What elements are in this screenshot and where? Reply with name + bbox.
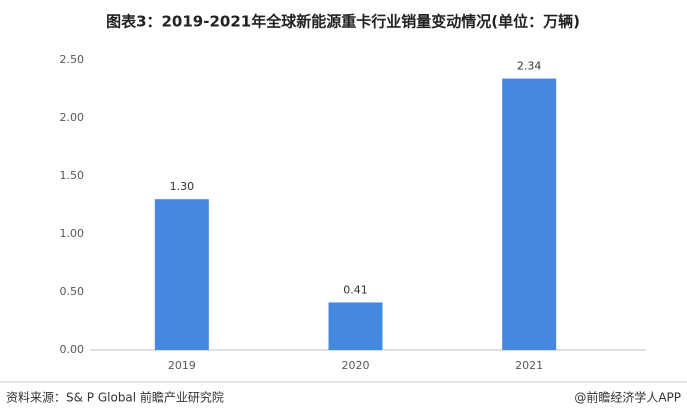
bar	[154, 199, 209, 350]
y-tick-label: 0.50	[60, 285, 85, 298]
y-tick-label: 1.00	[60, 227, 85, 240]
bar	[502, 78, 557, 350]
credit: @前瞻经济学人APP	[574, 390, 681, 405]
y-tick-label: 2.00	[60, 111, 85, 124]
bar	[328, 302, 383, 350]
data-label: 0.41	[343, 283, 368, 296]
data-label: 1.30	[170, 180, 195, 193]
data-label: 2.34	[517, 60, 542, 73]
x-tick-label: 2020	[342, 359, 370, 372]
y-tick-label: 2.50	[60, 53, 85, 66]
y-tick-label: 0.00	[60, 343, 85, 356]
source: 资料来源：S& P Global 前瞻产业研究院	[6, 390, 224, 405]
x-tick-label: 2019	[168, 359, 196, 372]
chart-title: 图表3：2019-2021年全球新能源重卡行业销量变动情况(单位：万辆)	[106, 13, 580, 31]
x-tick-label: 2021	[515, 359, 543, 372]
y-tick-label: 1.50	[60, 169, 85, 182]
